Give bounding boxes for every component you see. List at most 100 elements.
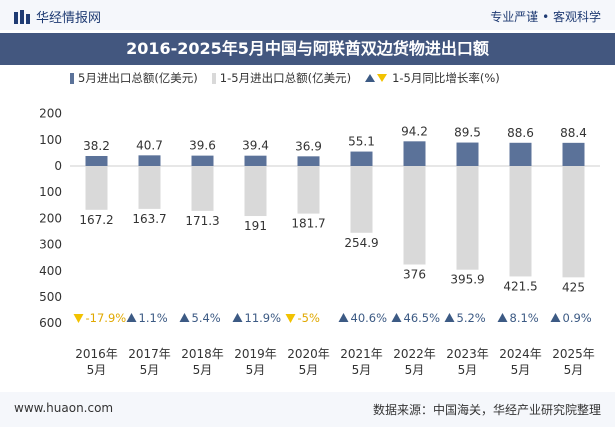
header-bar: 华经情报网 专业严谨 • 客观科学 bbox=[0, 0, 615, 30]
growth-value-label: 5.2% bbox=[457, 311, 486, 325]
cumulative-bar bbox=[297, 166, 320, 214]
cumulative-bar bbox=[191, 166, 214, 211]
monthly-bar bbox=[350, 151, 373, 166]
y-tick-label: 200 bbox=[39, 107, 62, 121]
x-tick-label: 5月 bbox=[564, 363, 584, 377]
monthly-bar bbox=[85, 155, 108, 166]
monthly-value-label: 36.9 bbox=[295, 139, 322, 153]
growth-up-triangle-icon bbox=[179, 313, 190, 322]
chart-plot: 200 100 0 100 200 300 400 500 600 167.2 38.2 -17.9%… bbox=[39, 107, 600, 377]
growth-up-triangle-icon bbox=[444, 313, 455, 322]
cumulative-value-label: 163.7 bbox=[132, 212, 166, 226]
x-tick-label: 5月 bbox=[246, 363, 266, 377]
monthly-bar bbox=[509, 142, 532, 166]
monthly-value-label: 88.4 bbox=[560, 126, 587, 140]
x-tick-label: 5月 bbox=[511, 363, 531, 377]
cumulative-value-label: 167.2 bbox=[79, 213, 113, 227]
monthly-bar bbox=[191, 155, 214, 166]
y-tick-label: 0 bbox=[54, 159, 62, 173]
legend-label-monthly: 5月进出口总额(亿美元) bbox=[78, 71, 198, 85]
monthly-value-label: 55.1 bbox=[348, 135, 375, 149]
growth-down-triangle-icon bbox=[73, 314, 84, 323]
growth-up-triangle-icon bbox=[126, 313, 137, 322]
chart-title: 2016-2025年5月中国与阿联酋双边货物进出口额 bbox=[0, 33, 615, 65]
monthly-value-label: 38.2 bbox=[83, 139, 110, 153]
growth-up-triangle-icon bbox=[338, 313, 349, 322]
legend-down-triangle-icon bbox=[377, 74, 388, 82]
growth-value-label: -17.9% bbox=[86, 311, 127, 325]
cumulative-value-label: 254.9 bbox=[344, 236, 378, 250]
cumulative-bar bbox=[138, 166, 161, 209]
x-tick-label: 5月 bbox=[87, 363, 107, 377]
x-tick-label: 5月 bbox=[405, 363, 425, 377]
monthly-value-label: 39.4 bbox=[242, 139, 269, 153]
monthly-bar bbox=[562, 142, 585, 166]
growth-value-label: 5.4% bbox=[192, 311, 221, 325]
cumulative-bar bbox=[456, 166, 479, 270]
x-tick-label: 2022年 bbox=[393, 347, 436, 361]
x-tick-label: 5月 bbox=[458, 363, 478, 377]
legend-item-growth: 1-5月同比增长率(%) bbox=[365, 70, 500, 86]
y-tick-label: 400 bbox=[39, 264, 62, 278]
growth-up-triangle-icon bbox=[550, 313, 561, 322]
x-tick-label: 2024年 bbox=[499, 347, 542, 361]
legend-swatch-monthly bbox=[70, 72, 74, 84]
monthly-bar bbox=[403, 141, 426, 166]
cumulative-bar bbox=[85, 166, 108, 210]
footer-site[interactable]: www.huaon.com bbox=[14, 401, 114, 415]
growth-value-label: 8.1% bbox=[510, 311, 539, 325]
x-tick-label: 2025年 bbox=[552, 347, 595, 361]
growth-value-label: 11.9% bbox=[245, 311, 282, 325]
x-tick-label: 2023年 bbox=[446, 347, 489, 361]
legend-swatch-cumulative bbox=[211, 72, 216, 84]
x-tick-label: 2017年 bbox=[128, 347, 171, 361]
monthly-value-label: 94.2 bbox=[401, 124, 428, 138]
growth-value-label: 1.1% bbox=[139, 311, 168, 325]
growth-down-triangle-icon bbox=[285, 314, 296, 323]
growth-up-triangle-icon bbox=[232, 313, 243, 322]
legend-label-growth: 1-5月同比增长率(%) bbox=[392, 71, 500, 85]
monthly-bar bbox=[456, 142, 479, 166]
cumulative-value-label: 171.3 bbox=[185, 214, 219, 228]
cumulative-value-label: 181.7 bbox=[291, 217, 325, 231]
monthly-value-label: 39.6 bbox=[189, 139, 216, 153]
growth-value-label: 40.6% bbox=[351, 311, 388, 325]
monthly-bar bbox=[244, 155, 267, 166]
x-tick-label: 5月 bbox=[352, 363, 372, 377]
cumulative-value-label: 191 bbox=[244, 219, 267, 233]
monthly-value-label: 89.5 bbox=[454, 126, 481, 140]
logo-icon bbox=[14, 9, 30, 24]
monthly-value-label: 88.6 bbox=[507, 126, 534, 140]
x-tick-label: 2016年 bbox=[75, 347, 118, 361]
y-tick-label: 600 bbox=[39, 316, 62, 330]
cumulative-bar bbox=[244, 166, 267, 217]
legend-up-triangle-icon bbox=[365, 74, 376, 82]
x-tick-label: 5月 bbox=[193, 363, 213, 377]
cumulative-bar bbox=[350, 166, 373, 233]
growth-value-label: 46.5% bbox=[404, 311, 441, 325]
y-tick-label: 100 bbox=[39, 133, 62, 147]
y-tick-label: 200 bbox=[39, 211, 62, 225]
cumulative-bar bbox=[509, 166, 532, 277]
tagline: 专业严谨 • 客观科学 bbox=[490, 10, 601, 24]
x-tick-label: 2021年 bbox=[340, 347, 383, 361]
monthly-value-label: 40.7 bbox=[136, 138, 163, 152]
growth-value-label: 0.9% bbox=[563, 311, 592, 325]
y-tick-label: 500 bbox=[39, 290, 62, 304]
footer-source: 数据来源：中国海关，华经产业研究院整理 bbox=[372, 403, 601, 417]
cumulative-value-label: 376 bbox=[403, 268, 426, 282]
y-tick-label: 300 bbox=[39, 238, 62, 252]
x-tick-label: 2020年 bbox=[287, 347, 330, 361]
cumulative-value-label: 421.5 bbox=[503, 279, 537, 293]
cumulative-value-label: 395.9 bbox=[450, 273, 484, 287]
chart-legend: 5月进出口总额(亿美元) 1-5月进出口总额(亿美元) 1-5月同比增长率(%) bbox=[70, 70, 514, 86]
footer-bar: www.huaon.com 数据来源：中国海关，华经产业研究院整理 bbox=[0, 392, 615, 427]
legend-item-monthly: 5月进出口总额(亿美元) bbox=[70, 70, 198, 86]
brand[interactable]: 华经情报网 bbox=[14, 7, 101, 26]
x-tick-label: 5月 bbox=[140, 363, 160, 377]
monthly-bar bbox=[138, 155, 161, 166]
x-tick-label: 2018年 bbox=[181, 347, 224, 361]
growth-value-label: -5% bbox=[298, 311, 320, 325]
monthly-bar bbox=[297, 156, 320, 166]
brand-name: 华经情报网 bbox=[36, 11, 102, 26]
